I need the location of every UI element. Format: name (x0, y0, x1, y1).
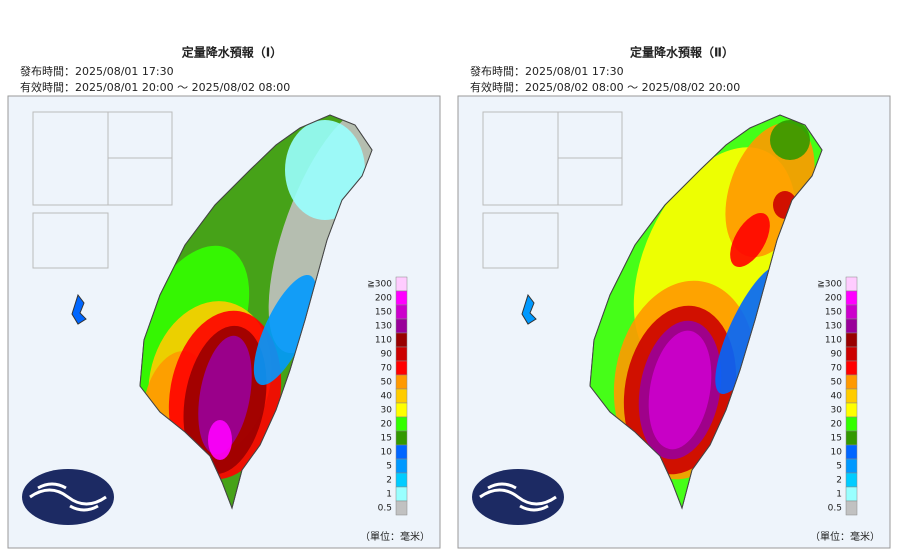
legend-label: 150 (375, 308, 392, 318)
legend-label: 2 (386, 476, 392, 486)
legend-swatch (395, 304, 408, 320)
legend-label: 110 (375, 336, 392, 346)
legend-label: 0.5 (378, 504, 392, 514)
penghu (521, 293, 537, 325)
legend-label: 1 (836, 490, 842, 500)
legend-label: 90 (831, 350, 843, 360)
legend-label: 200 (825, 294, 842, 304)
inset-box (482, 212, 559, 269)
legend-swatch (845, 500, 858, 516)
legend-label: 50 (831, 378, 843, 388)
legend-label: 200 (375, 294, 392, 304)
legend-label: 50 (381, 378, 393, 388)
legend-swatch (845, 458, 858, 474)
legend-swatch (845, 472, 858, 488)
legend-swatch (395, 360, 408, 376)
legend-label: 130 (375, 322, 392, 332)
panel: 定量降水預報（Ⅰ） 發布時間：2025/08/01 17:30 有效時間：2025/… (7, 45, 441, 549)
legend-label: 20 (381, 420, 393, 430)
legend-swatch (395, 486, 408, 502)
logo-swirl (29, 482, 107, 512)
legend-swatch (845, 402, 858, 418)
legend-label: 5 (836, 462, 842, 472)
legend-swatch (845, 304, 858, 320)
legend-swatch (395, 416, 408, 432)
rain-area (770, 120, 810, 160)
legend-label: ≧300 (367, 280, 392, 290)
legend-label: 40 (831, 392, 843, 402)
legend-label: 90 (381, 350, 393, 360)
legend-swatch (395, 374, 408, 390)
rain-area (730, 212, 770, 268)
legend-swatch (395, 402, 408, 418)
legend-label: 150 (825, 308, 842, 318)
legend-swatch (845, 332, 858, 348)
rain-area (198, 335, 252, 455)
legend-swatch (845, 318, 858, 334)
rain-area (253, 274, 317, 386)
legend-label: 1 (386, 490, 392, 500)
legend-swatch (845, 276, 858, 292)
legend-swatch (395, 346, 408, 362)
panel-title: 定量降水預報（Ⅱ） (630, 45, 734, 60)
issued-time: 發布時間：2025/08/01 17:30 (470, 64, 624, 78)
legend-swatch (395, 444, 408, 460)
inset-box (557, 157, 623, 206)
panel-title: 定量降水預報（Ⅰ） (182, 45, 282, 60)
legend-label: 5 (386, 462, 392, 472)
legend-label: 0.5 (828, 504, 842, 514)
panel: 定量降水預報（Ⅱ） 發布時間：2025/08/01 17:30 有效時間：2025/… (457, 45, 891, 549)
legend-swatch (395, 388, 408, 404)
logo-swirl (479, 482, 557, 512)
legend-swatch (845, 360, 858, 376)
legend-label: 30 (381, 406, 393, 416)
legend-label: 130 (825, 322, 842, 332)
legend-swatch (395, 458, 408, 474)
valid-time: 有效時間：2025/08/02 08:00 ～ 2025/08/02 20:00 (470, 80, 740, 94)
legend-label: ≧300 (817, 280, 842, 290)
legend-label: 2 (836, 476, 842, 486)
penghu (71, 293, 87, 325)
legend-label: 70 (381, 364, 393, 374)
legend-swatch (395, 500, 408, 516)
unit-label: （單位：毫米） (360, 530, 430, 543)
legend-label: 10 (831, 448, 843, 458)
legend-swatch (395, 472, 408, 488)
legend-label: 15 (381, 434, 392, 444)
rain-area (648, 330, 712, 450)
unit-label: （單位：毫米） (810, 530, 880, 543)
legend-label: 20 (831, 420, 843, 430)
legend-label: 15 (831, 434, 842, 444)
legend-swatch (395, 332, 408, 348)
valid-time: 有效時間：2025/08/01 20:00 ～ 2025/08/02 08:00 (20, 80, 290, 94)
inset-box (32, 212, 109, 269)
legend-label: 110 (825, 336, 842, 346)
legend-swatch (845, 290, 858, 306)
legend-swatch (845, 444, 858, 460)
legend-swatch (845, 430, 858, 446)
legend-swatch (395, 276, 408, 292)
legend-swatch (395, 318, 408, 334)
issued-time: 發布時間：2025/08/01 17:30 (20, 64, 174, 78)
legend-label: 30 (831, 406, 843, 416)
legend-label: 40 (381, 392, 393, 402)
legend-swatch (395, 290, 408, 306)
legend-swatch (845, 388, 858, 404)
legend-swatch (395, 430, 408, 446)
legend-swatch (845, 416, 858, 432)
legend-swatch (845, 374, 858, 390)
legend-swatch (845, 486, 858, 502)
inset-box (107, 157, 173, 206)
rain-area (208, 420, 232, 460)
legend-label: 70 (831, 364, 843, 374)
legend-swatch (845, 346, 858, 362)
rain-area (285, 120, 365, 220)
legend-label: 10 (381, 448, 393, 458)
